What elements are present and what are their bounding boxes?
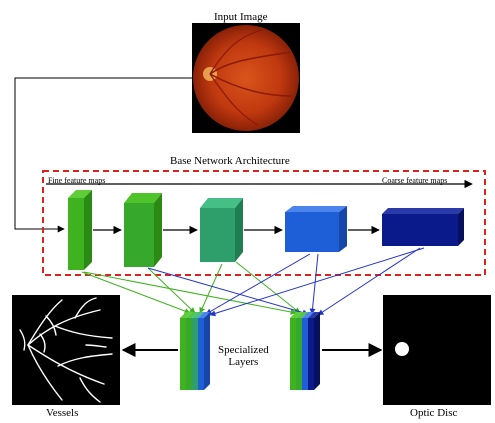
optic-disc-label: Optic Disc bbox=[410, 407, 458, 419]
fine-feature-maps-label: Fine feature maps bbox=[48, 176, 106, 185]
green-feature-arrows bbox=[81, 261, 301, 315]
input-image bbox=[192, 23, 300, 133]
block-5 bbox=[382, 208, 464, 246]
specialized-stack-right bbox=[290, 312, 320, 390]
specialized-line-2: Layers bbox=[228, 356, 259, 368]
blue-feature-arrows bbox=[147, 247, 425, 317]
coarse-feature-maps-label: Coarse feature maps bbox=[382, 176, 448, 185]
base-network-title: Base Network Architecture bbox=[170, 155, 290, 167]
specialized-stack-left bbox=[180, 312, 210, 390]
base-network-box bbox=[42, 170, 486, 276]
specialized-line-1: Specialized bbox=[218, 344, 269, 356]
block-4 bbox=[285, 206, 347, 252]
vessels-label: Vessels bbox=[46, 407, 79, 419]
block-3 bbox=[200, 198, 243, 262]
specialized-layers-label: Specialized Layers bbox=[218, 344, 269, 368]
block-1 bbox=[68, 190, 92, 270]
input-image-title: Input Image bbox=[214, 11, 268, 23]
block-2 bbox=[124, 193, 162, 267]
vessels-output-image bbox=[12, 295, 120, 405]
input-feed-arrow bbox=[14, 77, 192, 233]
optic-disc-output-image bbox=[383, 295, 491, 405]
